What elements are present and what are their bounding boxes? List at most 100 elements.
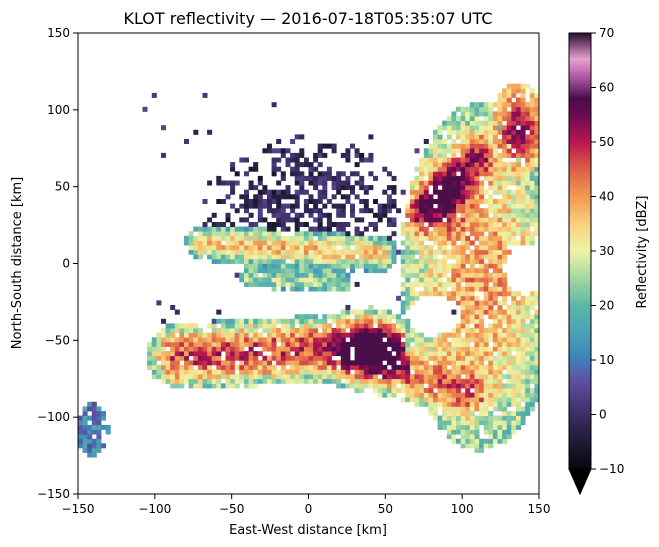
echo-cell <box>276 281 282 287</box>
echo-cell <box>511 291 517 297</box>
echo-cell <box>322 171 328 177</box>
echo-cell <box>294 199 300 205</box>
echo-cell <box>502 254 508 260</box>
echo-cell <box>285 268 291 274</box>
echo-cell <box>262 369 268 375</box>
echo-cell <box>244 355 250 361</box>
echo-cell <box>248 374 254 380</box>
echo-cell <box>405 277 411 283</box>
echo-cell <box>239 355 245 361</box>
echo-cell <box>396 208 402 214</box>
echo-cell <box>469 152 475 158</box>
echo-cell <box>257 281 263 287</box>
echo-cell <box>299 346 305 352</box>
echo-cell <box>511 88 517 94</box>
echo-cell <box>290 364 296 370</box>
echo-cell <box>502 300 508 306</box>
echo-cell <box>497 231 503 237</box>
echo-cell <box>460 171 466 177</box>
echo-cell <box>451 189 457 195</box>
echo-cell <box>502 116 508 122</box>
echo-cell <box>299 268 305 274</box>
echo-cell <box>516 129 522 135</box>
echo-cell <box>469 397 475 403</box>
echo-cell <box>239 258 245 264</box>
echo-cell <box>520 300 526 306</box>
echo-cell <box>433 268 439 274</box>
echo-cell <box>520 120 526 126</box>
echo-cell <box>488 364 494 370</box>
echo-cell <box>409 392 415 398</box>
echo-cell <box>460 369 466 375</box>
echo-cell <box>497 249 503 255</box>
colorbar-tick-label: −10 <box>599 462 624 476</box>
echo-cell <box>391 378 397 384</box>
echo-cell <box>423 152 429 158</box>
echo-cell <box>354 374 360 380</box>
echo-cell <box>244 258 250 264</box>
echo-cell <box>516 300 522 306</box>
echo-cell <box>506 397 512 403</box>
echo-cell <box>442 143 448 149</box>
echo-cell <box>82 420 88 426</box>
echo-cell <box>442 231 448 237</box>
echo-cell <box>529 240 535 246</box>
echo-cell <box>345 281 351 287</box>
echo-cell <box>248 199 254 205</box>
echo-cell <box>497 286 503 292</box>
echo-cell <box>267 378 273 384</box>
echo-cell <box>276 360 282 366</box>
echo-cell <box>529 143 535 149</box>
echo-cell <box>460 364 466 370</box>
echo-cell <box>492 258 498 264</box>
echo-cell <box>340 318 346 324</box>
echo-cell <box>414 208 420 214</box>
echo-cell <box>460 235 466 241</box>
echo-cell <box>96 420 102 426</box>
echo-cell <box>170 341 176 347</box>
echo-cell <box>257 212 263 218</box>
echo-cell <box>276 245 282 251</box>
echo-cell <box>506 134 512 140</box>
echo-cell <box>350 240 356 246</box>
echo-cell <box>506 180 512 186</box>
echo-cell <box>262 341 268 347</box>
echo-cell <box>373 332 379 338</box>
echo-cell <box>294 203 300 209</box>
echo-cell <box>502 281 508 287</box>
echo-cell <box>419 392 425 398</box>
echo-cell <box>262 245 268 251</box>
echo-cell <box>474 199 480 205</box>
echo-cell <box>433 129 439 135</box>
echo-cell <box>529 397 535 403</box>
echo-cell <box>529 346 535 352</box>
echo-cell <box>368 355 374 361</box>
echo-cell <box>474 369 480 375</box>
echo-cell <box>465 364 471 370</box>
echo-cell <box>446 231 452 237</box>
echo-cell <box>446 254 452 260</box>
echo-cell <box>386 171 392 177</box>
echo-cell <box>446 392 452 398</box>
echo-cell <box>492 180 498 186</box>
echo-cell <box>525 166 531 172</box>
echo-cell <box>525 106 531 112</box>
echo-cell <box>391 364 397 370</box>
echo-cell <box>483 222 489 228</box>
echo-cell <box>354 217 360 223</box>
echo-cell <box>474 337 480 343</box>
echo-cell <box>409 346 415 352</box>
echo-cell <box>525 139 531 145</box>
echo-cell <box>497 383 503 389</box>
echo-cell <box>331 337 337 343</box>
echo-cell <box>396 328 402 334</box>
echo-cell <box>460 286 466 292</box>
echo-cell <box>488 106 494 112</box>
echo-cell <box>253 318 259 324</box>
echo-cell <box>511 222 517 228</box>
echo-cell <box>184 360 190 366</box>
echo-cell <box>423 185 429 191</box>
echo-cell <box>483 378 489 384</box>
echo-cell <box>234 383 240 389</box>
echo-cell <box>313 364 319 370</box>
